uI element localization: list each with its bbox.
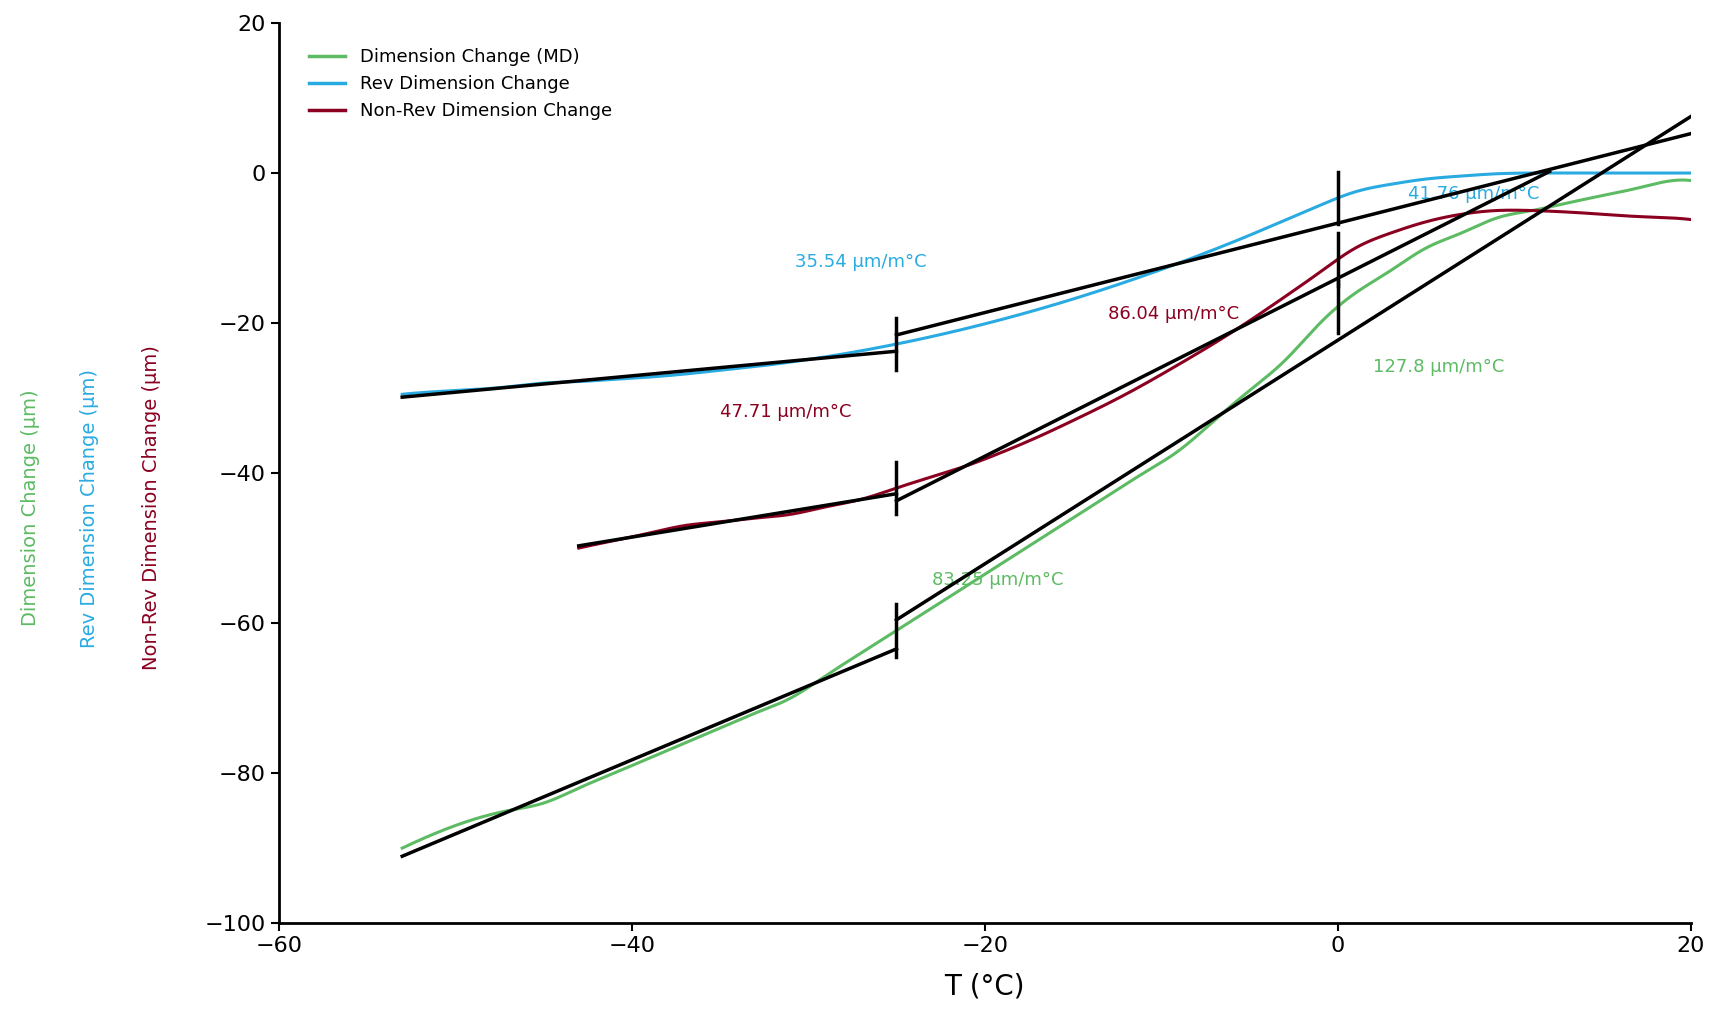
Legend: Dimension Change (MD), Rev Dimension Change, Non-Rev Dimension Change: Dimension Change (MD), Rev Dimension Cha… [301,41,619,128]
X-axis label: T (°C): T (°C) [944,973,1025,1001]
Text: 35.54 µm/m°C: 35.54 µm/m°C [795,253,927,270]
Text: Dimension Change (µm): Dimension Change (µm) [21,390,41,626]
Text: 127.8 µm/m°C: 127.8 µm/m°C [1373,358,1505,376]
Text: Rev Dimension Change (µm): Rev Dimension Change (µm) [79,369,100,647]
Text: Non-Rev Dimension Change (µm): Non-Rev Dimension Change (µm) [141,345,162,671]
Text: 47.71 µm/m°C: 47.71 µm/m°C [721,402,851,421]
Text: 41.76 µm/m°C: 41.76 µm/m°C [1409,185,1539,203]
Text: 86.04 µm/m°C: 86.04 µm/m°C [1108,305,1240,323]
Text: 83.25 µm/m°C: 83.25 µm/m°C [932,571,1063,588]
